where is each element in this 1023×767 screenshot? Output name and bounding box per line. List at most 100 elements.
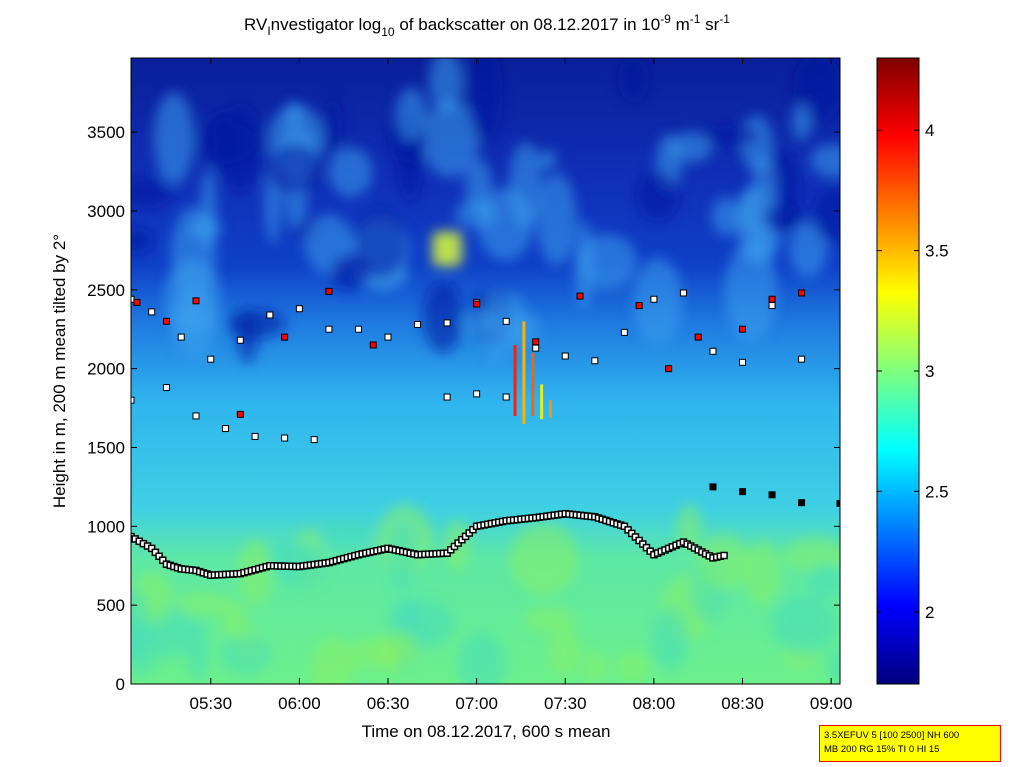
texture-patch bbox=[670, 132, 713, 163]
cloud-marker bbox=[679, 289, 687, 297]
title-part-e: sr bbox=[700, 15, 719, 34]
cloud-marker bbox=[473, 300, 481, 308]
cloud-marker bbox=[369, 341, 377, 349]
cloud-marker bbox=[295, 305, 303, 313]
texture-patch bbox=[574, 220, 594, 311]
texture-patch bbox=[131, 177, 173, 209]
x-axis: 05:30 06:00 06:30 07:00 07:30 08:00 08:30 09:00 bbox=[189, 58, 852, 713]
texture-patch bbox=[466, 58, 503, 143]
texture-patch bbox=[704, 125, 761, 147]
marker-layer bbox=[131, 287, 840, 579]
colorbar-tick-label: 4 bbox=[925, 121, 934, 140]
x-tick-label: 07:00 bbox=[455, 694, 498, 713]
texture-patch bbox=[791, 103, 812, 141]
texture-patch bbox=[771, 595, 837, 656]
texture-patch bbox=[131, 227, 154, 255]
cloud-marker bbox=[266, 311, 274, 319]
y-tick-label: 0 bbox=[116, 675, 125, 694]
colorbar-tick-label: 3 bbox=[925, 362, 934, 381]
texture-patch bbox=[810, 143, 840, 178]
cloud-marker bbox=[131, 396, 135, 404]
texture-patch bbox=[422, 280, 464, 353]
cloud-marker bbox=[148, 308, 156, 316]
texture-patch bbox=[618, 58, 649, 103]
texture-patch bbox=[265, 143, 323, 195]
texture-patch bbox=[483, 291, 508, 364]
cloud-marker bbox=[354, 325, 362, 333]
cloud-marker bbox=[192, 297, 200, 305]
texture-patch bbox=[636, 170, 680, 222]
cloud-marker bbox=[768, 295, 776, 303]
info-box-line-2: MB 200 RG 15% TI 0 HI 15 bbox=[824, 744, 940, 755]
cloud-marker bbox=[443, 319, 451, 327]
title-part-e-sup: -1 bbox=[719, 12, 730, 26]
texture-patch bbox=[523, 606, 576, 633]
texture-patch bbox=[432, 231, 462, 267]
texture-patch bbox=[428, 58, 464, 113]
texture-patch bbox=[536, 149, 557, 170]
cloud-marker bbox=[532, 338, 540, 346]
texture-patch bbox=[237, 310, 258, 363]
x-tick-label: 07:30 bbox=[544, 694, 587, 713]
x-tick-label: 08:30 bbox=[721, 694, 764, 713]
cloud-marker bbox=[635, 302, 643, 310]
heatmap-patches bbox=[131, 58, 840, 684]
texture-patch bbox=[768, 203, 805, 230]
cloud-marker bbox=[620, 328, 628, 336]
cloud-marker bbox=[251, 432, 259, 440]
y-tick-label: 1000 bbox=[87, 517, 125, 536]
cloud-marker bbox=[739, 325, 747, 333]
cloud-marker bbox=[325, 287, 333, 295]
cloud-marker bbox=[281, 333, 289, 341]
cloud-marker bbox=[310, 436, 318, 444]
y-tick-label: 3500 bbox=[87, 123, 125, 142]
texture-patch bbox=[328, 147, 373, 197]
title-part-c: of backscatter on 08.12.2017 in 10 bbox=[395, 15, 661, 34]
texture-patch bbox=[651, 607, 689, 670]
texture-patch bbox=[616, 652, 649, 680]
colorbar bbox=[876, 57, 920, 685]
texture-patch bbox=[220, 634, 271, 675]
texture-patch bbox=[310, 636, 354, 684]
texture-patch bbox=[422, 100, 480, 178]
texture-patch bbox=[317, 519, 368, 548]
cloud-marker bbox=[739, 358, 747, 366]
info-box-line-1: 3.5XEFUV 5 [100 2500] NH 600 bbox=[824, 730, 960, 741]
cloud-marker bbox=[236, 336, 244, 344]
y-axis-label: Height in m, 200 m mean tilted by 2° bbox=[50, 234, 69, 508]
cloud-marker bbox=[281, 434, 289, 442]
heatmap-field bbox=[131, 58, 840, 684]
y-tick-label: 3000 bbox=[87, 202, 125, 221]
colorbar-tick-label: 3.5 bbox=[925, 242, 949, 261]
title-part-c-sup: -9 bbox=[660, 12, 671, 26]
cloud-marker bbox=[325, 325, 333, 333]
texture-patch bbox=[196, 121, 256, 165]
texture-patch bbox=[547, 627, 581, 676]
cloud-marker bbox=[162, 384, 170, 392]
texture-patch bbox=[584, 651, 606, 683]
texture-patch bbox=[322, 97, 343, 158]
title-part-d: m bbox=[671, 15, 690, 34]
texture-patch bbox=[170, 206, 217, 304]
boundary-marker bbox=[720, 551, 728, 560]
cloud-marker bbox=[768, 302, 776, 310]
cloud-marker bbox=[236, 410, 244, 418]
y-axis: 0 500 1000 1500 2000 2500 3000 3500 bbox=[87, 123, 840, 694]
plot-frame bbox=[130, 57, 841, 685]
heatmap-streaks bbox=[513, 321, 552, 424]
x-tick-label: 08:00 bbox=[633, 694, 676, 713]
texture-patch bbox=[457, 632, 506, 684]
cloud-marker bbox=[502, 393, 510, 401]
texture-patch bbox=[329, 253, 371, 291]
texture-patch bbox=[828, 649, 840, 684]
cloud-marker bbox=[836, 499, 840, 507]
cloud-marker bbox=[473, 390, 481, 398]
y-tick-label: 1500 bbox=[87, 438, 125, 457]
x-tick-label: 06:00 bbox=[278, 694, 321, 713]
title-part-b-sub: 10 bbox=[381, 25, 395, 39]
cloud-marker bbox=[665, 365, 673, 373]
x-axis-label: Time on 08.12.2017, 600 s mean bbox=[362, 722, 611, 741]
cloud-marker bbox=[192, 412, 200, 420]
cloud-marker bbox=[576, 292, 584, 300]
